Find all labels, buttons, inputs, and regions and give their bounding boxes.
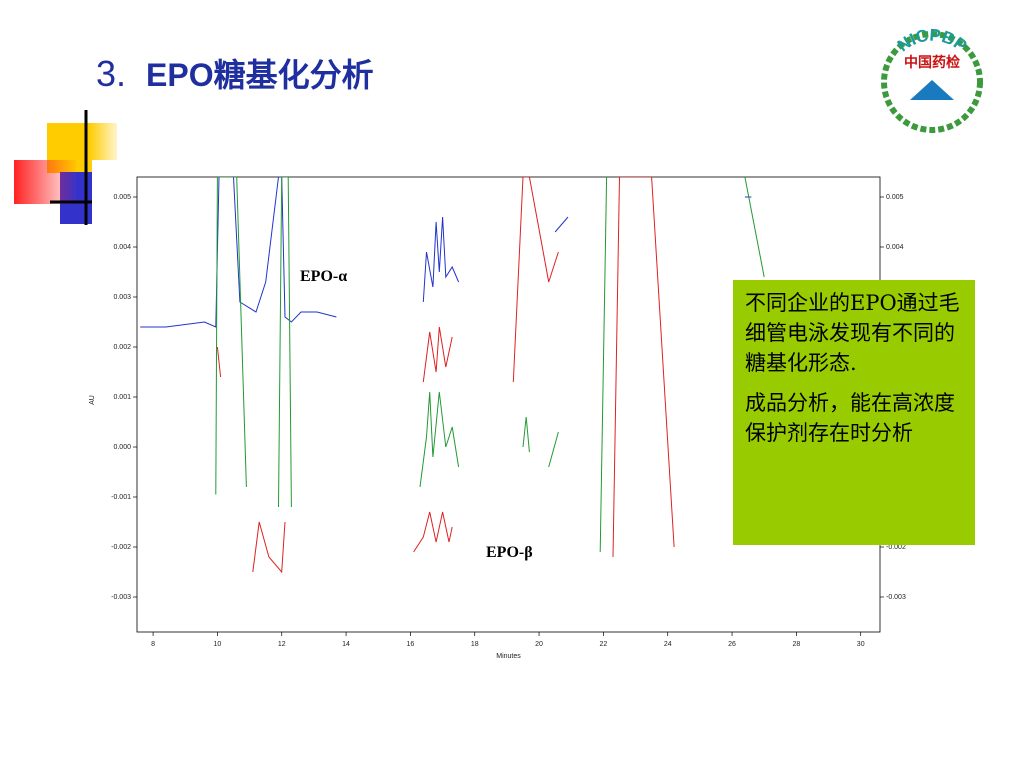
callout: 不同企业的EPO通过毛细管电泳发现有不同的糖基化形态. 成品分析，能在高浓度保护… <box>733 280 975 545</box>
annotation: EPO-β <box>486 544 533 561</box>
y-tick-label: -0.003 <box>111 594 131 601</box>
x-tick-label: 20 <box>535 641 543 648</box>
x-tick-label: 14 <box>342 641 350 648</box>
x-tick-label: 8 <box>151 641 155 648</box>
title-number: 3. <box>96 53 126 94</box>
y2-tick-label: 0.005 <box>886 194 904 201</box>
trace <box>215 177 765 553</box>
x-tick-label: 26 <box>728 641 736 648</box>
y-tick-label: -0.001 <box>111 494 131 501</box>
title: EPO糖基化分析 <box>146 57 374 93</box>
y2-tick-label: -0.003 <box>886 594 906 601</box>
y-tick-label: 0.003 <box>113 294 131 301</box>
y-axis-label: AU <box>89 395 96 405</box>
y-tick-label: 0.002 <box>113 344 131 351</box>
plot-area <box>140 177 765 574</box>
x-tick-label: 18 <box>471 641 479 648</box>
deco-red <box>14 160 76 204</box>
y2-tick-label: 0.004 <box>886 244 904 251</box>
logo: NICPBP 中国药检 <box>881 26 983 133</box>
y-tick-label: 0.005 <box>113 194 131 201</box>
y-tick-label: 0.000 <box>113 444 131 451</box>
x-tick-label: 30 <box>857 641 865 648</box>
x-tick-label: 22 <box>599 641 607 648</box>
x-tick-label: 28 <box>792 641 800 648</box>
x-tick-label: 16 <box>406 641 414 648</box>
trace <box>216 177 675 574</box>
y-tick-label: 0.004 <box>113 244 131 251</box>
x-axis-label: Minutes <box>496 653 521 660</box>
y2-tick-label: -0.002 <box>886 544 906 551</box>
annotation: EPO-α <box>300 268 347 285</box>
y-tick-label: 0.001 <box>113 394 131 401</box>
logo-arc: NICPBP <box>894 26 970 56</box>
callout-text: 成品分析，能在高浓度保护剂存在时分析 <box>745 391 955 445</box>
trace <box>140 177 752 328</box>
logo-text: 中国药检 <box>904 54 960 70</box>
x-tick-label: 10 <box>214 641 222 648</box>
x-tick-label: 24 <box>664 641 672 648</box>
callout-text: 不同企业的EPO通过毛细管电泳发现有不同的糖基化形态. <box>745 291 960 375</box>
x-tick-label: 12 <box>278 641 286 648</box>
y-tick-label: -0.002 <box>111 544 131 551</box>
